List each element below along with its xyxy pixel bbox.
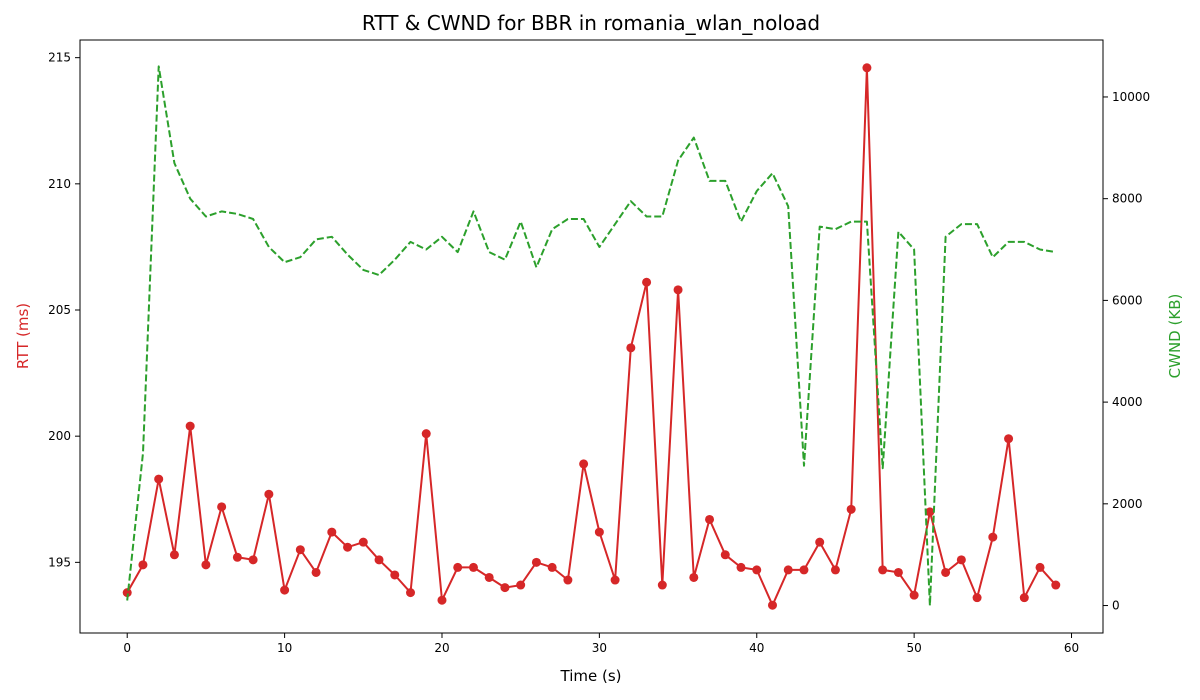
y-axis-right: 0 2000 4000 6000 8000 10000 — [1103, 90, 1150, 613]
rtt-point — [264, 489, 274, 499]
rtt-point — [767, 600, 777, 610]
y-right-tick-label: 10000 — [1112, 90, 1150, 104]
rtt-point — [941, 567, 951, 577]
rtt-point — [689, 572, 699, 582]
y-right-tick-label: 0 — [1112, 599, 1120, 613]
y-axis-left: 195 200 205 210 215 — [48, 51, 80, 569]
rtt-point — [563, 575, 573, 585]
rtt-point — [1019, 593, 1029, 603]
rtt-point — [185, 421, 195, 431]
rtt-point — [925, 507, 935, 517]
y-left-tick-label: 200 — [48, 429, 71, 443]
rtt-point — [956, 555, 966, 565]
rtt-point — [374, 555, 384, 565]
rtt-point — [500, 583, 510, 593]
rtt-point — [248, 555, 258, 565]
y-left-tick-label: 195 — [48, 555, 71, 569]
rtt-point — [1051, 580, 1061, 590]
rtt-point — [673, 285, 683, 295]
y-right-tick-label: 4000 — [1112, 395, 1143, 409]
chart-title: RTT & CWND for BBR in romania_wlan_noloa… — [362, 11, 820, 35]
rtt-point — [154, 474, 164, 484]
x-tick-label: 20 — [434, 641, 449, 655]
y-right-tick-label: 2000 — [1112, 497, 1143, 511]
rtt-point — [799, 565, 809, 575]
y-axis-left-title: RTT (ms) — [14, 303, 32, 369]
rtt-point — [516, 580, 526, 590]
rtt-point — [846, 504, 856, 514]
rtt-point — [909, 590, 919, 600]
rtt-point — [421, 429, 431, 439]
rtt-point — [453, 562, 463, 572]
rtt-point — [138, 560, 148, 570]
rtt-point — [406, 588, 416, 598]
rtt-point — [642, 277, 652, 287]
x-axis: 0 10 20 30 40 50 60 — [123, 633, 1079, 655]
rtt-point — [862, 63, 872, 73]
rtt-point — [752, 565, 762, 575]
plot-area — [122, 63, 1061, 610]
cwnd-series-line — [126, 65, 1056, 607]
rtt-point — [468, 562, 478, 572]
rtt-point — [547, 562, 557, 572]
rtt-point — [972, 593, 982, 603]
rtt-point — [437, 595, 447, 605]
rtt-point — [893, 567, 903, 577]
rtt-point — [988, 532, 998, 542]
rtt-point — [579, 459, 589, 469]
rtt-point — [626, 343, 636, 353]
rtt-point — [610, 575, 620, 585]
rtt-point — [390, 570, 400, 580]
rtt-point — [594, 527, 604, 537]
y-left-tick-label: 215 — [48, 51, 71, 65]
x-tick-label: 50 — [906, 641, 921, 655]
rtt-point — [657, 580, 667, 590]
rtt-point — [201, 560, 211, 570]
rtt-point — [1035, 562, 1045, 572]
rtt-point — [531, 557, 541, 567]
rtt-point — [217, 502, 227, 512]
x-tick-label: 10 — [277, 641, 292, 655]
y-left-tick-label: 210 — [48, 177, 71, 191]
plot-frame — [79, 39, 1104, 634]
rtt-point — [232, 552, 242, 562]
y-axis-right-title: CWND (KB) — [1166, 294, 1184, 379]
x-tick-label: 30 — [592, 641, 607, 655]
rtt-point — [327, 527, 337, 537]
x-tick-label: 40 — [749, 641, 764, 655]
rtt-point — [122, 588, 132, 598]
rtt-series-line — [126, 66, 1057, 607]
rtt-point — [280, 585, 290, 595]
y-right-tick-label: 8000 — [1112, 192, 1143, 206]
rtt-point — [705, 514, 715, 524]
rtt-point — [878, 565, 888, 575]
rtt-point — [169, 550, 179, 560]
x-tick-label: 60 — [1064, 641, 1079, 655]
rtt-point — [343, 542, 353, 552]
rtt-point — [720, 550, 730, 560]
rtt-point — [783, 565, 793, 575]
rtt-point — [830, 565, 840, 575]
rtt-point — [295, 545, 305, 555]
rtt-point — [736, 562, 746, 572]
y-left-tick-label: 205 — [48, 303, 71, 317]
x-tick-label: 0 — [123, 641, 131, 655]
rtt-point — [484, 572, 494, 582]
rtt-point — [358, 537, 368, 547]
rtt-point — [311, 567, 321, 577]
x-axis-title: Time (s) — [560, 667, 622, 685]
y-right-tick-label: 6000 — [1112, 293, 1143, 307]
rtt-point — [1004, 434, 1014, 444]
rtt-point — [815, 537, 825, 547]
